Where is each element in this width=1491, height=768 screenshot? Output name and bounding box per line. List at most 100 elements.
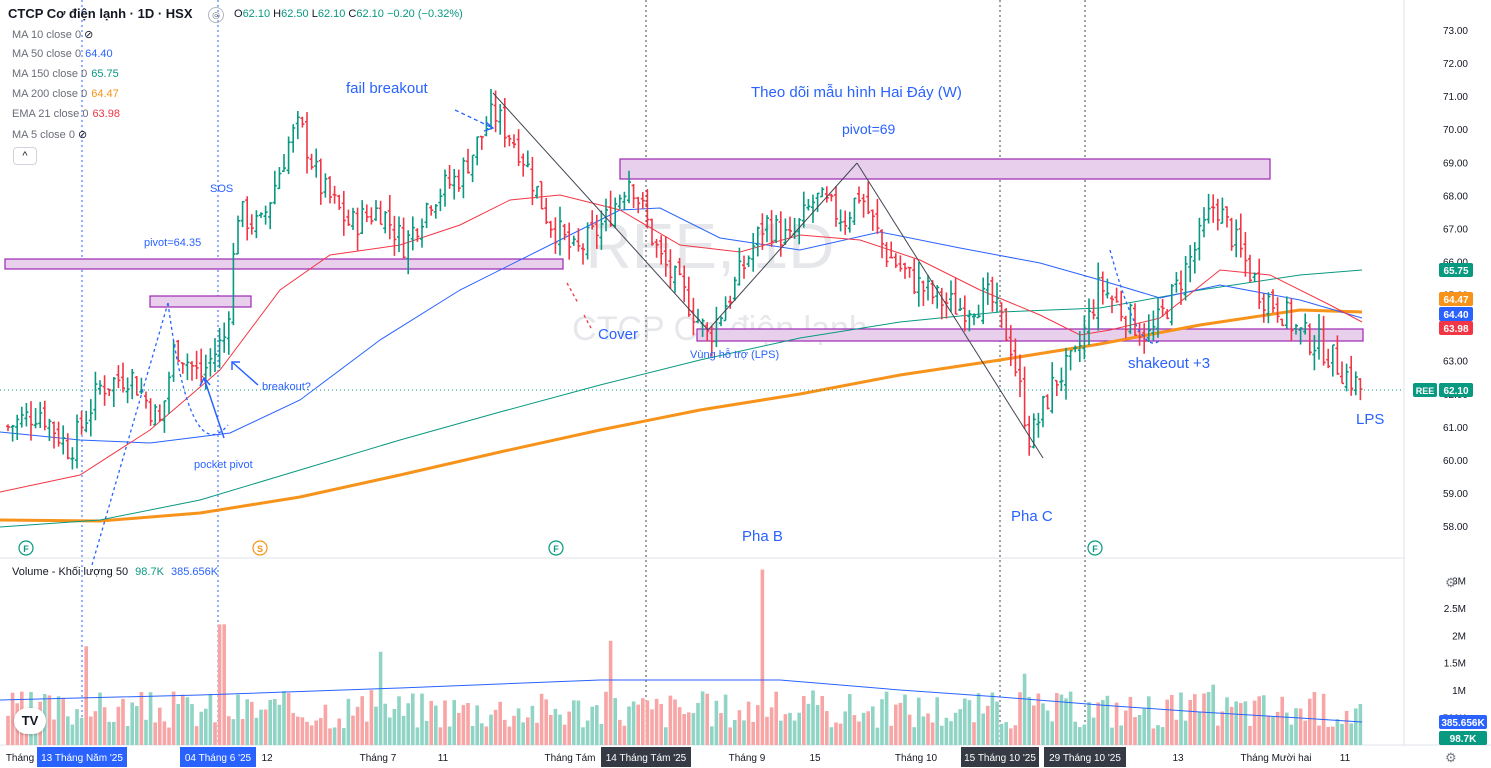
- price-badge-value: 64.40: [1443, 310, 1468, 321]
- volume-bar: [576, 700, 581, 745]
- volume-bar: [144, 719, 148, 745]
- indicator-0[interactable]: MA 10 close 0 ⊘: [12, 28, 93, 41]
- tradingview-logo[interactable]: TV: [14, 708, 46, 734]
- indicator-5[interactable]: MA 5 close 0 ⊘: [12, 128, 87, 141]
- volume-bar: [1105, 695, 1110, 745]
- volume-bar: [245, 699, 249, 745]
- volume-bar: [599, 724, 604, 745]
- event-marker-3[interactable]: [1087, 540, 1103, 556]
- support-zone-lps[interactable]: [696, 328, 1364, 342]
- volume-bar: [1280, 696, 1284, 745]
- annotation-cover[interactable]: Cover: [598, 326, 638, 343]
- volume-bar: [627, 706, 631, 745]
- annotation-shakeout[interactable]: shakeout +3: [1128, 355, 1210, 372]
- time-axis[interactable]: Tháng Tháng 7 11 Tháng Tám Tháng 9 15 Tháng 10…: [6, 747, 1351, 767]
- volume-bar: [273, 699, 277, 745]
- volume-bar: [995, 701, 999, 745]
- volume-bar: [268, 700, 272, 745]
- volume-bar: [337, 718, 341, 745]
- indicator-1[interactable]: MA 50 close 0 64.40: [12, 48, 113, 60]
- volume-bar: [1317, 725, 1321, 745]
- annotation-breakout[interactable]: breakout?: [262, 381, 311, 393]
- volume-bar: [751, 721, 755, 745]
- volume-tick: 1M: [1452, 686, 1466, 697]
- volume-bar: [1308, 698, 1312, 745]
- resistance-zone[interactable]: [619, 158, 1271, 180]
- chart-settings-icon[interactable]: ⚙: [1445, 750, 1457, 765]
- volume-bar: [940, 725, 944, 745]
- volume-bar: [378, 651, 383, 745]
- volume-bar: [1114, 702, 1119, 745]
- volume-bar: [935, 697, 939, 745]
- arrow-pocket: [203, 377, 225, 439]
- volume-label[interactable]: Volume - Khối lượng 50: [12, 566, 129, 578]
- event-marker-1[interactable]: [252, 540, 268, 556]
- add-to-watchlist-icon[interactable]: ◎: [208, 7, 224, 23]
- symbol-title[interactable]: CTCP Cơ điện lạnh · 1D · HSX: [8, 6, 193, 21]
- volume-bar: [351, 715, 355, 745]
- annotation-sos[interactable]: SOS: [210, 183, 233, 195]
- volume-bar: [1133, 717, 1137, 745]
- volume-bar: [360, 696, 364, 745]
- volume-bar: [539, 693, 544, 745]
- volume-bar: [424, 720, 429, 745]
- pocket-zone[interactable]: [149, 295, 252, 308]
- volume-bar: [415, 727, 420, 745]
- indicator-2[interactable]: MA 150 close 0 65.75: [12, 68, 119, 80]
- price-badge: [1439, 383, 1473, 397]
- price-badge: [1439, 263, 1473, 277]
- volume-bar: [443, 700, 447, 745]
- volume-bar: [742, 720, 746, 745]
- hidden-eye-icon[interactable]: ⊘: [77, 129, 88, 141]
- collapse-legend-button[interactable]: ^: [13, 147, 37, 165]
- volume-bar: [475, 705, 479, 745]
- volume-bar: [1110, 727, 1114, 745]
- volume-bar: [1266, 715, 1271, 745]
- volume-bar: [503, 719, 507, 745]
- annotation-pivot-69[interactable]: pivot=69: [842, 121, 896, 137]
- volume-bar: [1073, 721, 1077, 745]
- volume-bar: [388, 717, 392, 745]
- volume-bar: [1193, 694, 1197, 745]
- volume-bar: [912, 727, 916, 745]
- annotation-pha-b[interactable]: Pha B: [742, 528, 783, 545]
- annotation-pha-c[interactable]: Pha C: [1011, 508, 1053, 525]
- pivot-zone-left[interactable]: [4, 258, 564, 270]
- annotation-vung-ho-tro[interactable]: Vùng hỗ trợ (LPS): [690, 348, 779, 361]
- annotation-lps[interactable]: LPS: [1356, 411, 1384, 428]
- indicator-4[interactable]: EMA 21 close 0 63.98: [12, 108, 120, 120]
- annotation-theo-doi[interactable]: Theo dõi mẫu hình Hai Đáy (W): [751, 84, 962, 101]
- trendline-down-2[interactable]: [856, 162, 1044, 459]
- time-label: Tháng Mười hai: [1240, 753, 1311, 764]
- volume-bar: [815, 705, 820, 745]
- volume-bar: [286, 693, 291, 745]
- price-axis[interactable]: 73.00 72.00 71.00 70.00 69.00 68.00 67.00 66.00…: [1443, 26, 1468, 533]
- volume-bar: [1064, 698, 1068, 745]
- volume-settings-icon[interactable]: ⚙: [1445, 575, 1457, 590]
- ma200-line: [0, 308, 1363, 523]
- volume-bar: [728, 727, 732, 745]
- time-highlight: [1044, 747, 1126, 767]
- event-marker-label: F: [1092, 544, 1098, 554]
- volume-bar: [857, 721, 861, 745]
- volume-tick: 3M: [1452, 576, 1466, 587]
- volume-bar: [797, 712, 801, 745]
- trendline-down-1[interactable]: [492, 92, 709, 331]
- indicator-3[interactable]: MA 200 close 0 64.47: [12, 88, 119, 100]
- volume-bar: [618, 719, 622, 745]
- indicator-value: 64.40: [85, 48, 113, 60]
- event-marker-0[interactable]: [18, 540, 34, 556]
- annotation-fail-breakout[interactable]: fail breakout: [346, 80, 429, 97]
- price-tick: 71.00: [1443, 92, 1468, 103]
- annotation-pivot-6435[interactable]: pivot=64.35: [144, 237, 201, 249]
- trendline-up-1[interactable]: [707, 162, 858, 331]
- volume-bar: [645, 700, 650, 745]
- annotation-pocket-pivot[interactable]: pocket pivot: [194, 459, 253, 471]
- hidden-eye-icon[interactable]: ⊘: [84, 29, 94, 41]
- volume-bar: [1216, 725, 1220, 745]
- volume-bar: [756, 705, 760, 745]
- event-marker-2[interactable]: [548, 540, 564, 556]
- volume-bar: [185, 697, 190, 745]
